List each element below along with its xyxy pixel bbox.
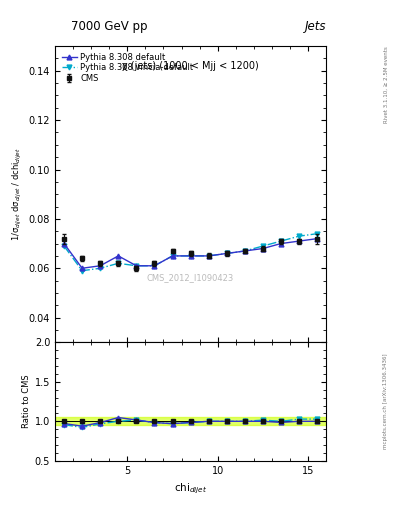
Pythia 8.308 vincia-default — [170, 253, 175, 259]
Text: Rivet 3.1.10, ≥ 2.5M events: Rivet 3.1.10, ≥ 2.5M events — [383, 46, 388, 123]
Pythia 8.308 default — [62, 241, 66, 247]
Pythia 8.308 default — [134, 263, 139, 269]
Pythia 8.308 vincia-default — [152, 263, 157, 269]
X-axis label: chi$_{dijet}$: chi$_{dijet}$ — [174, 481, 208, 496]
Pythia 8.308 vincia-default — [224, 250, 229, 257]
Pythia 8.308 default — [279, 241, 283, 247]
Pythia 8.308 default — [80, 265, 84, 271]
Pythia 8.308 default — [224, 250, 229, 257]
Text: 7000 GeV pp: 7000 GeV pp — [71, 20, 147, 33]
Pythia 8.308 vincia-default — [297, 233, 301, 239]
Pythia 8.308 vincia-default — [80, 268, 84, 274]
Text: χ (jets) (1000 < Mjj < 1200): χ (jets) (1000 < Mjj < 1200) — [122, 61, 259, 71]
Pythia 8.308 default — [188, 253, 193, 259]
Pythia 8.308 vincia-default — [116, 260, 121, 266]
Pythia 8.308 default — [152, 263, 157, 269]
Text: CMS_2012_I1090423: CMS_2012_I1090423 — [147, 272, 234, 282]
Pythia 8.308 vincia-default — [188, 253, 193, 259]
Pythia 8.308 default — [315, 236, 320, 242]
Y-axis label: Ratio to CMS: Ratio to CMS — [22, 375, 31, 429]
Line: Pythia 8.308 vincia-default: Pythia 8.308 vincia-default — [62, 231, 320, 273]
Legend: Pythia 8.308 default, Pythia 8.308 vincia-default, CMS: Pythia 8.308 default, Pythia 8.308 vinci… — [59, 50, 196, 86]
Pythia 8.308 default — [116, 253, 121, 259]
Pythia 8.308 default — [242, 248, 247, 254]
Pythia 8.308 default — [98, 263, 103, 269]
Pythia 8.308 vincia-default — [206, 253, 211, 259]
Pythia 8.308 default — [206, 253, 211, 259]
Pythia 8.308 vincia-default — [134, 263, 139, 269]
Text: Jets: Jets — [305, 20, 326, 33]
Pythia 8.308 vincia-default — [315, 230, 320, 237]
Pythia 8.308 vincia-default — [62, 243, 66, 249]
Y-axis label: 1/σ$_{dijet}$ dσ$_{dijet}$ / dchi$_{dijet}$: 1/σ$_{dijet}$ dσ$_{dijet}$ / dchi$_{dije… — [11, 147, 24, 241]
Pythia 8.308 default — [261, 245, 265, 251]
Line: Pythia 8.308 default: Pythia 8.308 default — [62, 236, 320, 271]
Pythia 8.308 vincia-default — [261, 243, 265, 249]
Pythia 8.308 vincia-default — [279, 238, 283, 244]
Pythia 8.308 default — [170, 253, 175, 259]
Pythia 8.308 vincia-default — [242, 248, 247, 254]
Pythia 8.308 default — [297, 238, 301, 244]
Pythia 8.308 vincia-default — [98, 265, 103, 271]
Text: mcplots.cern.ch [arXiv:1306.3436]: mcplots.cern.ch [arXiv:1306.3436] — [383, 354, 388, 450]
